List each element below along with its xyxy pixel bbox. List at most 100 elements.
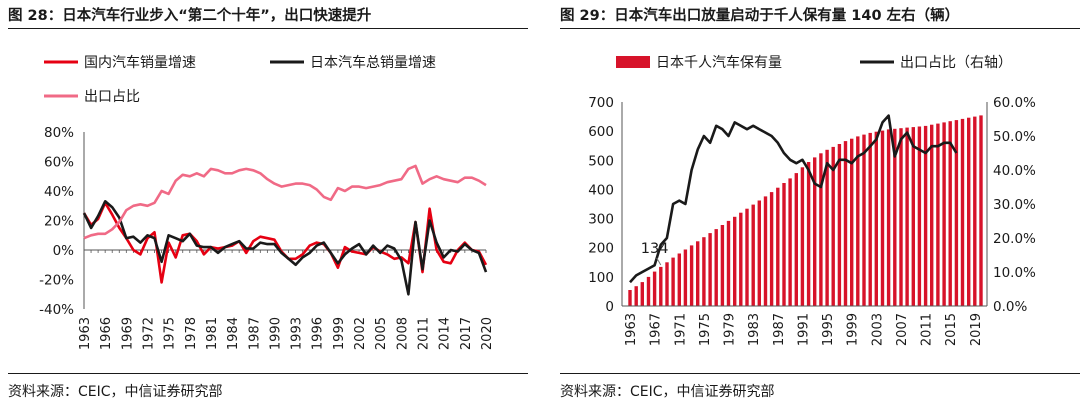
y-left-tick-label: 300: [588, 212, 614, 228]
bar: [689, 245, 694, 306]
bar: [954, 120, 959, 306]
left-panel: 图 28：日本汽车行业步入“第二个十年”，出口快速提升 国内汽车销量增速 日本汽车…: [8, 0, 528, 409]
bar: [856, 136, 860, 306]
x-tick-label: 2020: [480, 317, 495, 350]
y-left-tick-label: 400: [588, 182, 614, 198]
bar: [782, 183, 786, 306]
x-tick-label: 2005: [374, 317, 389, 350]
bar: [813, 157, 817, 306]
bar: [696, 241, 700, 306]
bar: [973, 116, 977, 306]
bar: [763, 196, 768, 306]
series-total-growth-line: [82, 200, 488, 296]
bar: [880, 130, 885, 306]
bar: [671, 257, 675, 306]
y-right-tick-label: 50.0%: [993, 129, 1036, 145]
y-tick-label: 80%: [44, 125, 74, 141]
bar: [776, 187, 780, 306]
bar: [874, 131, 878, 306]
export-share-line: [629, 114, 958, 284]
x-tick-label: 1979: [723, 313, 738, 346]
y-left-tick-label: 0: [605, 299, 614, 315]
x-tick-label: 1963: [78, 317, 93, 350]
bar: [911, 127, 915, 306]
bar: [769, 192, 774, 306]
x-tick-label: 1991: [796, 313, 811, 346]
x-tick-label: 2002: [353, 317, 368, 350]
x-tick-label: 2015: [944, 313, 959, 346]
bar: [806, 162, 811, 306]
bar: [868, 132, 872, 306]
bar: [634, 286, 638, 306]
legend-label-1: 日本汽车总销量增速: [310, 54, 436, 71]
x-tick-label: 1966: [99, 317, 114, 350]
right-source-rule: [560, 373, 1080, 374]
bar: [948, 121, 952, 306]
y-left-tick-label: 500: [588, 153, 614, 169]
x-tick-label: 2011: [920, 313, 935, 346]
bar: [923, 125, 928, 307]
annotation-label: 134: [641, 241, 669, 257]
x-tick-label: 1978: [184, 317, 199, 350]
y-tick-label: -20%: [39, 273, 74, 289]
right-source: 资料来源：CEIC，中信证券研究部: [560, 384, 775, 400]
legend-swatch-bars: [616, 56, 650, 68]
bar: [967, 117, 971, 306]
x-tick-label: 2007: [895, 313, 910, 346]
x-tick-label: 2011: [417, 317, 432, 350]
bar: [917, 126, 922, 306]
y-right-tick-label: 60.0%: [993, 95, 1036, 111]
x-tick-label: 2014: [438, 317, 453, 350]
y-left-tick-label: 700: [588, 95, 614, 111]
y-right-tick-label: 10.0%: [993, 265, 1036, 281]
bar: [979, 115, 983, 307]
bar: [893, 128, 897, 306]
left-chart-title: 图 28：日本汽车行业步入“第二个十年”，出口快速提升: [8, 8, 372, 24]
left-title-rule: [8, 28, 528, 29]
x-tick-label: 1963: [624, 313, 639, 346]
y-tick-label: 0%: [53, 243, 75, 259]
x-tick-label: 2019: [969, 313, 984, 346]
y-right-tick-label: 20.0%: [993, 231, 1036, 247]
left-source-rule: [8, 373, 528, 374]
bar: [899, 128, 903, 306]
bar: [837, 144, 842, 306]
x-tick-label: 1993: [290, 317, 305, 350]
bar: [942, 122, 946, 307]
y-left-tick-label: 200: [588, 241, 614, 257]
right-title-rule: [560, 28, 1080, 29]
y-tick-label: 40%: [44, 184, 74, 200]
legend-label-0: 国内汽车销量增速: [84, 54, 196, 71]
bar: [788, 178, 792, 306]
bar: [702, 237, 706, 306]
legend-label-bars: 日本千人汽车保有量: [656, 54, 782, 71]
x-tick-label: 2017: [459, 317, 474, 350]
x-tick-label: 1984: [226, 317, 241, 350]
y-right-tick-label: 40.0%: [993, 163, 1036, 179]
bar: [850, 138, 854, 306]
bar: [751, 204, 755, 306]
bar: [646, 276, 651, 306]
right-panel: 图 29：日本汽车出口放量启动于千人保有量 140 左右（辆） 日本千人汽车保有…: [560, 0, 1080, 409]
y-left-tick-label: 100: [588, 270, 614, 286]
bar: [862, 134, 866, 306]
y-left-tick-label: 600: [588, 124, 614, 140]
x-tick-label: 1975: [698, 313, 713, 346]
y-right-tick-label: 0.0%: [993, 299, 1027, 315]
y-right-tick-label: 30.0%: [993, 197, 1036, 213]
x-tick-label: 2003: [870, 313, 885, 346]
left-source: 资料来源：CEIC，中信证券研究部: [8, 384, 223, 400]
x-tick-label: 1972: [141, 317, 156, 350]
bar: [936, 123, 940, 306]
bar: [720, 225, 725, 306]
x-tick-label: 2008: [395, 317, 410, 350]
x-tick-label: 1981: [205, 317, 220, 350]
right-chart-title: 图 29：日本汽车出口放量启动于千人保有量 140 左右（辆）: [560, 8, 960, 24]
bar: [628, 290, 632, 306]
x-tick-label: 1999: [332, 317, 347, 350]
bar: [640, 282, 644, 306]
bar: [733, 216, 737, 306]
x-tick-label: 1995: [821, 313, 836, 346]
bar: [659, 266, 663, 306]
